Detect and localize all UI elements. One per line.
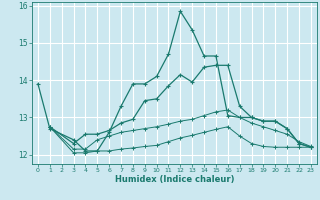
X-axis label: Humidex (Indice chaleur): Humidex (Indice chaleur)	[115, 175, 234, 184]
